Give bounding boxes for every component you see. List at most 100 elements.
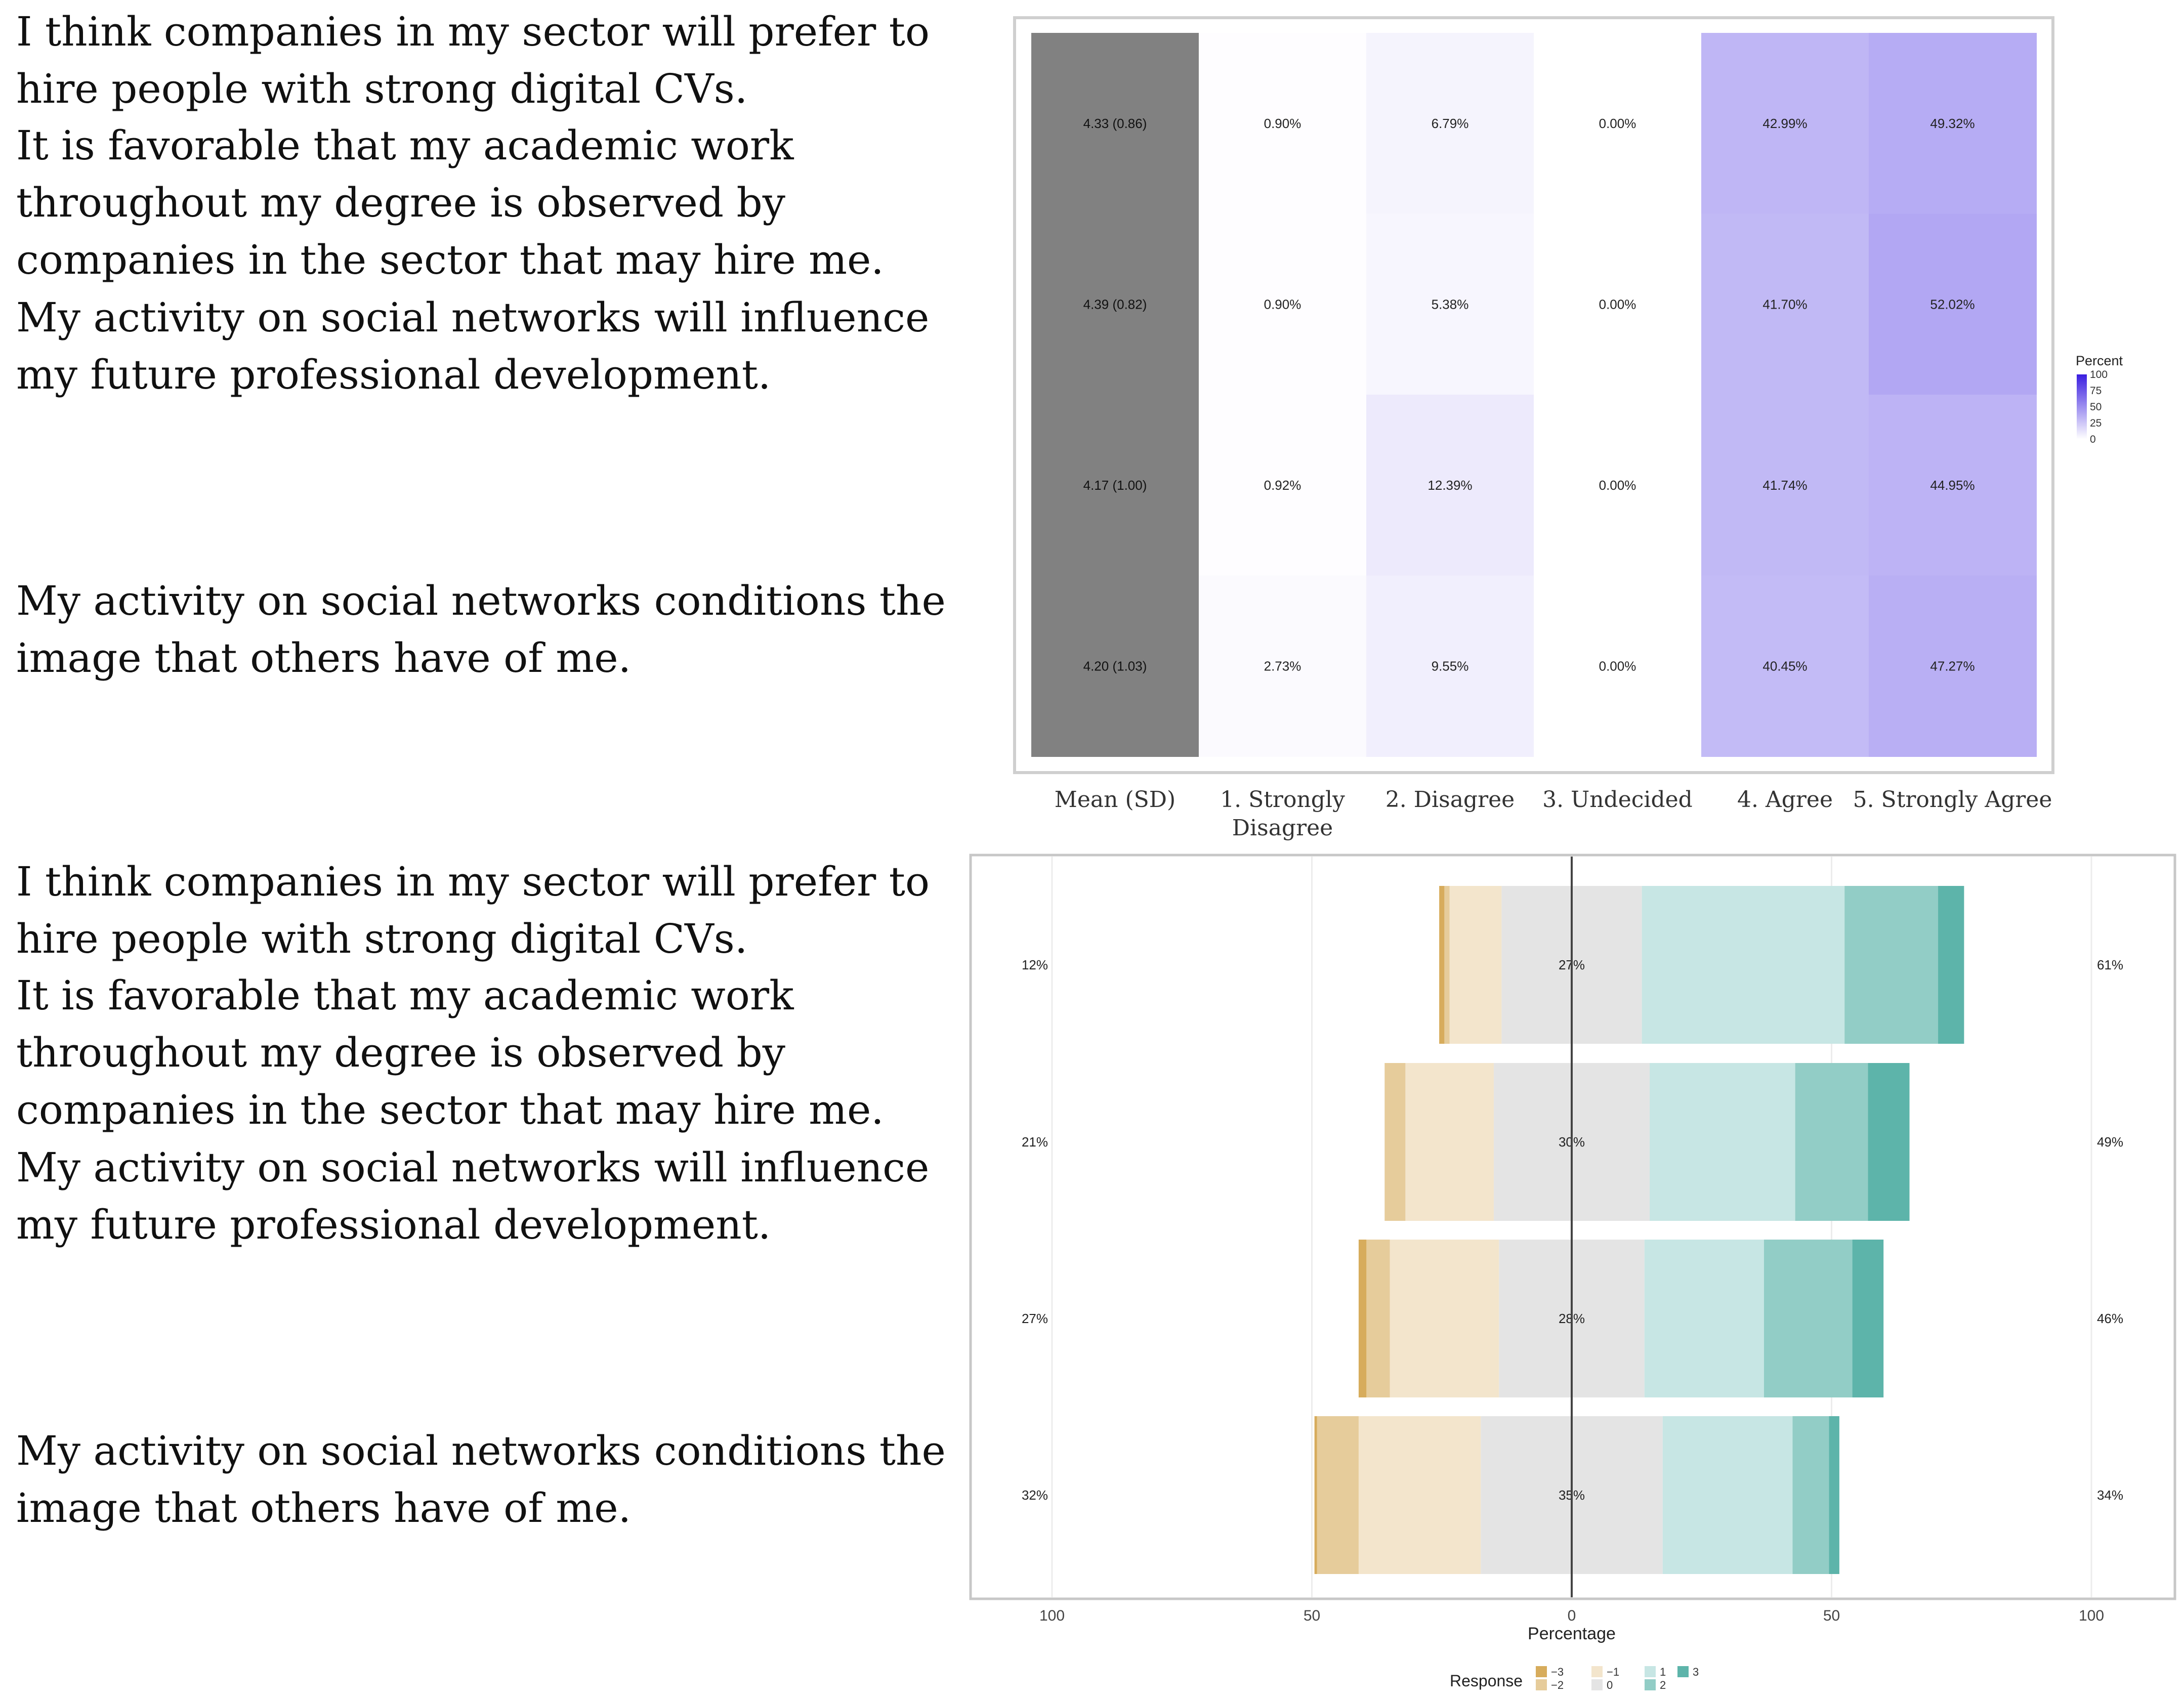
likert-x-label: Percentage xyxy=(1528,1624,1616,1643)
item-label-line: image that others have of me. xyxy=(16,634,631,682)
heatmap-cell xyxy=(1366,575,1534,757)
item-label-line: throughout my degree is observed by xyxy=(16,179,785,226)
heatmap-mean-label: 4.39 (0.82) xyxy=(1083,296,1147,312)
likert-segment-negative xyxy=(1405,1063,1494,1221)
heatmap-cell xyxy=(1869,575,2037,757)
heatmap-cell-label: 41.70% xyxy=(1762,296,1807,312)
heatmap-cell-label: 9.55% xyxy=(1432,658,1469,673)
heatmap-column-label: 4. Agree xyxy=(1737,787,1833,813)
heatmap-cell xyxy=(1869,395,2037,576)
item-label-line: throughout my degree is observed by xyxy=(16,1029,785,1076)
likert-segment-negative xyxy=(1358,1240,1367,1397)
heatmap-cell xyxy=(1199,214,1367,395)
item-labels-bottom: I think companies in my sector will pref… xyxy=(16,858,946,1532)
likert-legend-key xyxy=(1536,1666,1547,1677)
likert-x-tick: 50 xyxy=(1304,1607,1320,1624)
heatmap-cell-label: 0.00% xyxy=(1599,478,1636,493)
item-label-line: companies in the sector that may hire me… xyxy=(16,1086,884,1133)
item-label-line: My activity on social networks condition… xyxy=(16,577,946,624)
likert-x-tick: 50 xyxy=(1823,1607,1840,1624)
likert-legend-title: Response xyxy=(1450,1672,1523,1690)
heatmap-mean-label: 4.33 (0.86) xyxy=(1083,116,1147,131)
likert-segment-positive xyxy=(1650,1063,1795,1221)
heatmap-cell xyxy=(1701,214,1869,395)
likert-left-label: 21% xyxy=(1022,1134,1048,1150)
heatmap-legend-title: Percent xyxy=(2076,353,2123,368)
likert-segment-positive xyxy=(1829,1416,1839,1574)
heatmap-cell xyxy=(1534,214,1702,395)
heatmap-cell-label: 0.92% xyxy=(1264,478,1301,493)
likert-legend-key-label: 3 xyxy=(1693,1666,1699,1678)
item-label-line: My activity on social networks will infl… xyxy=(16,294,929,341)
likert-left-label: 12% xyxy=(1022,957,1048,972)
heatmap-mean-cell xyxy=(1031,575,1199,757)
heatmap-cell-label: 41.74% xyxy=(1762,478,1807,493)
likert-left-label: 32% xyxy=(1022,1488,1048,1503)
heatmap-cell-label: 0.00% xyxy=(1599,116,1636,131)
heatmap-mean-cell xyxy=(1031,395,1199,576)
likert-legend-key xyxy=(1591,1666,1603,1677)
likert-segment-negative xyxy=(1317,1416,1359,1574)
likert-legend-key-label: −1 xyxy=(1607,1666,1619,1678)
likert-left-label: 27% xyxy=(1022,1311,1048,1326)
item-label-line: my future professional development. xyxy=(16,351,771,398)
heatmap-cell-label: 40.45% xyxy=(1762,658,1807,673)
likert-legend-key-label: 2 xyxy=(1660,1679,1666,1691)
heatmap-legend-tick: 25 xyxy=(2090,417,2102,429)
heatmap-column-label: Mean (SD) xyxy=(1055,787,1175,813)
heatmap-legend-bar xyxy=(2077,374,2087,439)
item-label-line: my future professional development. xyxy=(16,1201,771,1248)
likert-right-label: 61% xyxy=(2097,957,2123,972)
item-labels-top: I think companies in my sector will pref… xyxy=(16,8,946,682)
likert-segment-negative xyxy=(1314,1416,1317,1574)
heatmap-cell xyxy=(1701,33,1869,215)
likert-segment-negative xyxy=(1358,1416,1481,1574)
heatmap-mean-cell xyxy=(1031,33,1199,215)
likert-right-label: 34% xyxy=(2097,1488,2123,1503)
heatmap-cell-label: 0.00% xyxy=(1599,658,1636,673)
likert-segment-negative xyxy=(1439,886,1445,1044)
heatmap-cell-label: 0.90% xyxy=(1264,296,1301,312)
heatmap-column-label: 2. Disagree xyxy=(1385,787,1515,813)
heatmap-column-label: 1. Strongly xyxy=(1220,787,1345,813)
likert-segment-positive xyxy=(1868,1063,1910,1221)
likert-segment-positive xyxy=(1763,1240,1853,1397)
heatmap-mean-label: 4.20 (1.03) xyxy=(1083,658,1147,673)
heatmap-cell xyxy=(1701,395,1869,576)
likert-segment-positive xyxy=(1662,1416,1793,1574)
likert-segment-positive xyxy=(1844,886,1939,1044)
heatmap-cell-label: 49.32% xyxy=(1930,116,1975,131)
heatmap-column-label: Disagree xyxy=(1232,815,1333,841)
likert-chart: 12%27%61%21%30%49%27%28%46%32%35%34%1005… xyxy=(969,854,2176,1691)
heatmap-cell xyxy=(1366,395,1534,576)
heatmap-cell xyxy=(1534,33,1702,215)
heatmap-column-label: 3. Undecided xyxy=(1542,787,1693,813)
heatmap-cell xyxy=(1869,214,2037,395)
likert-segment-positive xyxy=(1792,1416,1829,1574)
item-label-line: I think companies in my sector will pref… xyxy=(16,858,930,905)
likert-segment-positive xyxy=(1644,1240,1764,1397)
likert-legend-key xyxy=(1645,1679,1656,1690)
heatmap-cell-label: 5.38% xyxy=(1432,296,1469,312)
likert-segment-negative xyxy=(1390,1240,1499,1397)
heatmap-cell-label: 0.00% xyxy=(1599,296,1636,312)
heatmap-legend-tick: 50 xyxy=(2090,401,2102,413)
likert-legend-key xyxy=(1591,1679,1603,1690)
item-label-line: hire people with strong digital CVs. xyxy=(16,915,747,962)
item-label-line: My activity on social networks will infl… xyxy=(16,1144,929,1191)
likert-segment-negative xyxy=(1449,886,1502,1044)
likert-segment-negative xyxy=(1444,886,1450,1044)
likert-x-tick: 100 xyxy=(1039,1607,1065,1624)
item-label-line: It is favorable that my academic work xyxy=(16,972,794,1019)
heatmap-cell-label: 12.39% xyxy=(1427,478,1472,493)
likert-legend-key xyxy=(1536,1679,1547,1690)
heatmap-cell xyxy=(1199,395,1367,576)
heatmap-cell-label: 47.27% xyxy=(1930,658,1975,673)
item-label-line: companies in the sector that may hire me… xyxy=(16,236,884,283)
heatmap-cell-label: 0.90% xyxy=(1264,116,1301,131)
heatmap-cell xyxy=(1534,575,1702,757)
heatmap-mean-cell xyxy=(1031,214,1199,395)
heatmap-chart: 4.33 (0.86) 0.90% 6.79% 0.00% 42.99% 49.32% 4.… xyxy=(1013,16,2123,841)
likert-right-label: 46% xyxy=(2097,1311,2123,1326)
